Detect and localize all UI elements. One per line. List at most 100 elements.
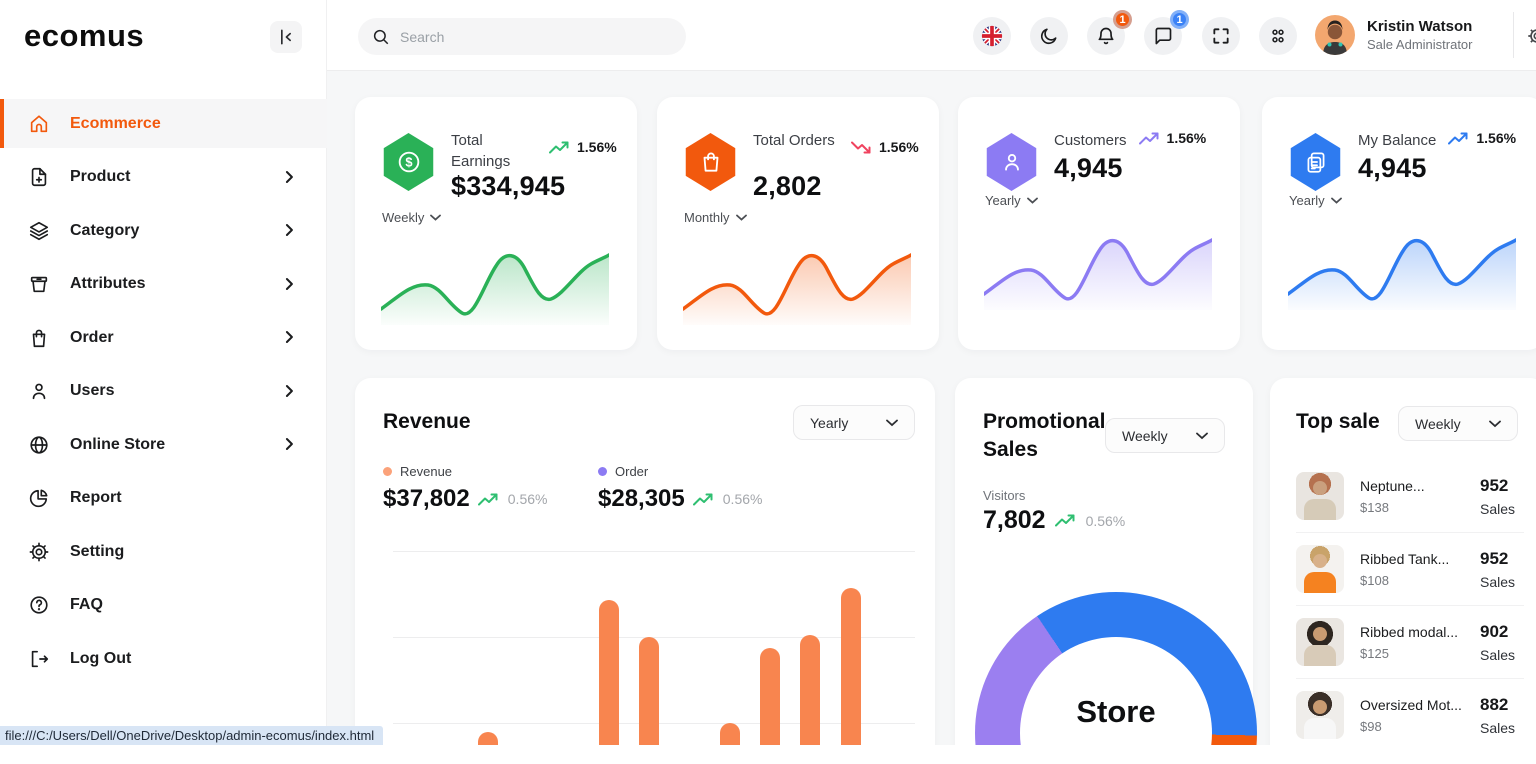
header: 1 1 (327, 0, 1536, 71)
stat-change: 1.56% (1166, 130, 1207, 146)
svg-text:$: $ (405, 155, 412, 170)
trend-up-icon (692, 492, 715, 507)
chevron-right-icon (279, 327, 299, 347)
brand-logo: ecomus (24, 18, 145, 53)
chevron-down-icon (886, 419, 898, 427)
sidebar-item-online-store[interactable]: Online Store (0, 420, 327, 469)
notifications-button[interactable]: 1 (1087, 10, 1132, 55)
home-icon (28, 113, 50, 135)
sidebar-item-label: Setting (70, 542, 125, 560)
messages-button[interactable]: 1 (1144, 10, 1189, 55)
layers-icon (28, 220, 50, 242)
period-dropdown[interactable]: Yearly (1289, 193, 1342, 208)
revenue-bar (478, 731, 498, 745)
gear-icon (28, 541, 50, 563)
sales-count: 952 (1480, 475, 1509, 495)
stat-label: Total Orders (753, 132, 835, 149)
product-row[interactable]: Neptune... $138 952 Sales (1296, 460, 1524, 533)
trend-up-icon (1138, 131, 1161, 146)
search-bar[interactable] (358, 18, 686, 55)
sidebar-item-setting[interactable]: Setting (0, 527, 327, 576)
sales-count: 902 (1480, 621, 1509, 641)
stat-value: 4,945 (1054, 153, 1123, 183)
dollar-icon: $ (383, 133, 434, 191)
header-divider (1513, 12, 1514, 58)
sidebar-item-users[interactable]: Users (0, 367, 327, 416)
product-name: Neptune... (1360, 477, 1425, 494)
sales-count: 882 (1480, 694, 1509, 714)
trend-down-icon (851, 140, 873, 155)
period-dropdown[interactable]: Monthly (684, 210, 747, 225)
select-value: Weekly (1415, 415, 1461, 432)
language-flag-button[interactable] (973, 17, 1011, 55)
sidebar-item-faq[interactable]: FAQ (0, 581, 327, 630)
sidebar-item-product[interactable]: Product (0, 153, 327, 202)
dark-mode-button[interactable] (1030, 17, 1068, 55)
product-name: Oversized Mot... (1360, 696, 1462, 713)
stat-value: 4,945 (1358, 153, 1427, 183)
legend-dot (598, 467, 607, 476)
chevron-down-icon (430, 214, 442, 221)
product-row[interactable]: Ribbed Tank... $108 952 Sales (1296, 533, 1524, 606)
visitors-value: 7,802 (983, 506, 1046, 534)
top-sale-period-select[interactable]: Weekly (1398, 406, 1518, 441)
product-name: Ribbed modal... (1360, 623, 1459, 640)
uk-flag-icon (981, 25, 1003, 47)
fullscreen-button[interactable] (1202, 17, 1240, 55)
stat-label: My Balance (1358, 132, 1437, 149)
chevron-down-icon (1489, 420, 1501, 428)
file-plus-icon (28, 166, 50, 188)
sidebar-item-log-out[interactable]: Log Out (0, 634, 327, 683)
sidebar: ecomus Ecommerce Product (0, 0, 327, 745)
sales-label: Sales (1480, 646, 1516, 663)
product-image (1296, 618, 1344, 666)
gridline (393, 551, 915, 552)
stat-card-my-balance: My Balance 1.56% 4,945 Yearly (1262, 97, 1536, 350)
series-value: $37,802 (383, 485, 470, 512)
user-name: Kristin Watson (1367, 17, 1473, 35)
visitors-change: 0.56% (1085, 512, 1126, 529)
top-sale-list: Neptune... $138 952 Sales Ribbed Tank...… (1296, 460, 1524, 745)
shopping-bag-icon (28, 327, 50, 349)
settings-gear-icon[interactable] (1526, 25, 1536, 47)
revenue-bar (760, 647, 781, 745)
sidebar-item-label: Log Out (70, 649, 132, 667)
stat-card-customers: Customers 1.56% 4,945 Yearly (958, 97, 1240, 350)
revenue-period-select[interactable]: Yearly (793, 405, 915, 440)
apps-grid-button[interactable] (1259, 17, 1297, 55)
series-change: 0.56% (722, 491, 763, 507)
sidebar-item-order[interactable]: Order (0, 313, 327, 362)
period-dropdown[interactable]: Yearly (985, 193, 1038, 208)
sidebar-item-attributes[interactable]: Attributes (0, 260, 327, 309)
sidebar-item-category[interactable]: Category (0, 206, 327, 255)
period-label: Monthly (684, 210, 730, 225)
status-url: file:///C:/Users/Dell/OneDrive/Desktop/a… (5, 728, 375, 743)
product-row[interactable]: Oversized Mot... $98 882 Sales (1296, 679, 1524, 745)
sidebar-item-report[interactable]: Report (0, 474, 327, 523)
series-value: $28,305 (598, 485, 685, 512)
browser-status-tooltip: file:///C:/Users/Dell/OneDrive/Desktop/a… (0, 726, 384, 745)
chevron-right-icon (279, 220, 299, 240)
promo-period-select[interactable]: Weekly (1105, 418, 1225, 453)
sidebar-item-label: FAQ (70, 596, 103, 613)
sidebar-collapse-button[interactable] (270, 21, 302, 53)
chevron-right-icon (279, 381, 299, 401)
trend-up-icon (477, 492, 500, 507)
sidebar-item-ecommerce[interactable]: Ecommerce (0, 99, 327, 148)
product-image (1296, 545, 1344, 593)
period-label: Yearly (985, 193, 1021, 208)
product-price: $108 (1360, 572, 1389, 588)
sidebar-item-label: Order (70, 328, 114, 346)
sidebar-item-label: Online Store (70, 435, 166, 453)
period-dropdown[interactable]: Weekly (382, 210, 442, 225)
fullscreen-icon (1211, 26, 1231, 46)
trend-up-icon (1448, 131, 1470, 146)
customer-icon (986, 133, 1037, 191)
globe-icon (28, 434, 50, 456)
promo-title: Promotional Sales (983, 410, 1106, 461)
sidebar-menu: Ecommerce Product Category (0, 99, 327, 688)
search-input[interactable] (400, 28, 650, 45)
product-row[interactable]: Ribbed modal... $125 902 Sales (1296, 606, 1524, 679)
user-icon (28, 380, 50, 402)
user-menu[interactable]: Kristin Watson Sale Administrator (1315, 15, 1473, 55)
